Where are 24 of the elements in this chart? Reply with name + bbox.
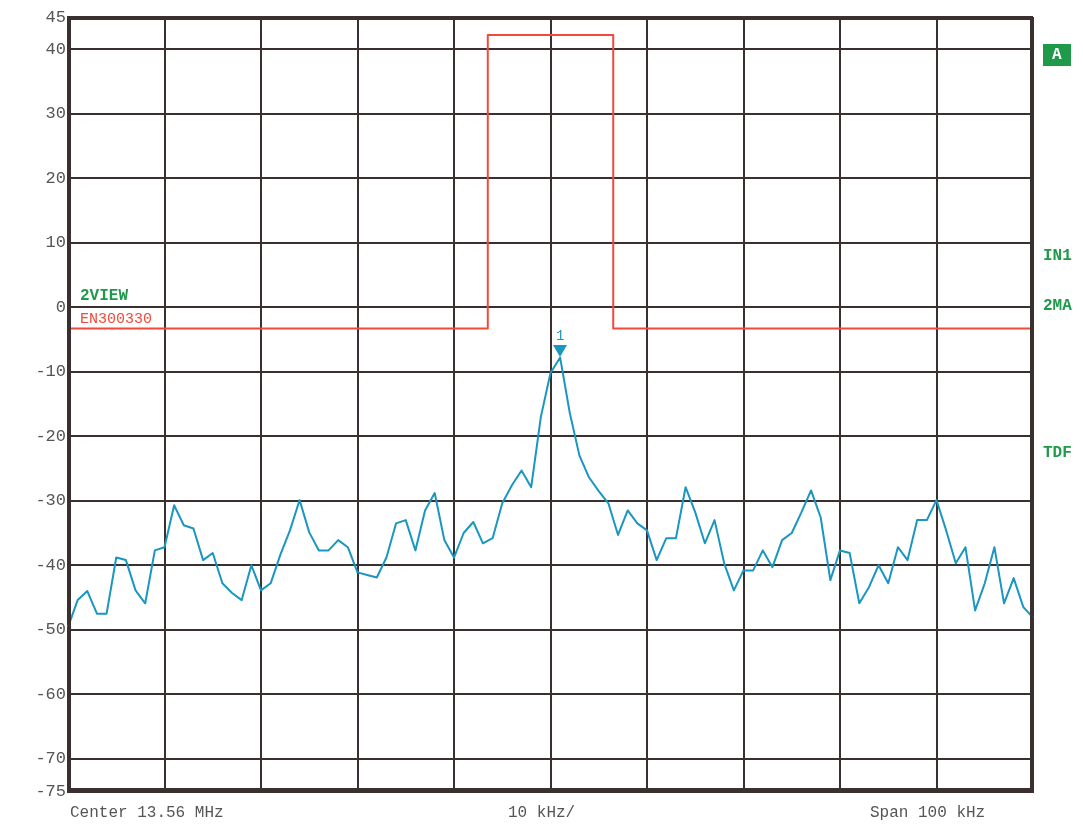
- y-tick-label: 10: [45, 233, 66, 253]
- y-tick-label: 45: [45, 7, 66, 27]
- y-tick-label: -10: [35, 362, 66, 382]
- y-tick-label: -50: [35, 620, 66, 640]
- text: A: [1043, 44, 1071, 66]
- y-tick-label: -75: [35, 781, 66, 801]
- y-tick-label: -60: [35, 684, 66, 704]
- y-tick-label: 40: [45, 39, 66, 59]
- text: 10 kHz/: [508, 803, 576, 823]
- y-tick-label: 20: [45, 168, 66, 188]
- text: Span 100 kHz: [870, 803, 986, 823]
- series-label: EN300330: [80, 311, 153, 328]
- annotation: 1: [555, 328, 565, 345]
- y-tick-label: -30: [35, 491, 66, 511]
- text: IN1: [1043, 246, 1072, 266]
- text: 2MA: [1043, 296, 1072, 316]
- y-tick-label: 30: [45, 104, 66, 124]
- text: TDF: [1043, 443, 1072, 463]
- y-tick-label: -40: [35, 555, 66, 575]
- y-tick-label: -70: [35, 749, 66, 769]
- y-tick-label: 0: [55, 297, 66, 317]
- annotation: 2VIEW: [80, 286, 129, 306]
- text: Center 13.56 MHz: [70, 803, 224, 823]
- y-tick-label: -20: [35, 426, 66, 446]
